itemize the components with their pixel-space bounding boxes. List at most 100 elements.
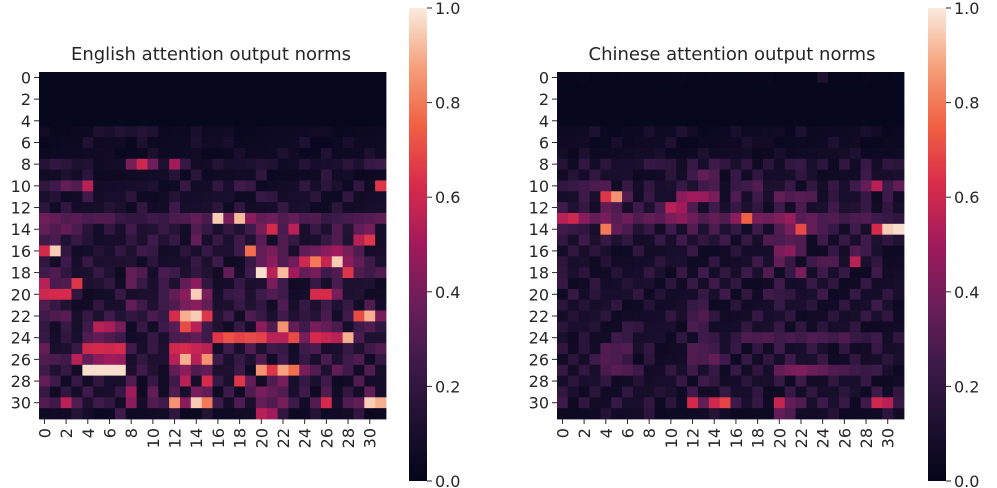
chinese-cell-r19-c13 (697, 278, 710, 290)
chinese-cell-r21-c28 (860, 299, 872, 311)
chinese-cell-r27-c30 (882, 364, 894, 377)
chinese-cell-r9-c13 (697, 169, 710, 181)
chinese-cell-r18-c16 (730, 267, 742, 279)
chinese-cell-r14-c19 (763, 223, 775, 236)
english-cell-r22-c31 (375, 310, 387, 322)
chinese-cell-r30-c16 (730, 397, 742, 409)
chinese-cell-r31-c12 (687, 408, 699, 420)
chinese-x-tick-label: 16 (727, 428, 746, 448)
chinese-cell-r26-c15 (719, 353, 731, 366)
english-cell-r1-c13 (179, 82, 192, 95)
english-cell-r25-c3 (71, 343, 83, 355)
english-cell-r26-c3 (71, 353, 83, 366)
english-cell-r0-c22 (277, 72, 289, 84)
chinese-cell-r26-c30 (882, 353, 894, 366)
english-cell-r5-c2 (60, 126, 72, 138)
english-cell-r14-c7 (114, 223, 127, 236)
english-cell-r10-c28 (342, 180, 354, 192)
english-cell-r19-c10 (147, 278, 159, 290)
chinese-cell-r4-c8 (643, 115, 655, 127)
chinese-cell-r6-c23 (806, 137, 818, 149)
english-x-tick-label: 24 (296, 428, 315, 448)
chinese-cell-r2-c13 (697, 93, 710, 105)
chinese-y-tick-label: 28 (529, 372, 549, 391)
english-y-tick-label: 26 (11, 350, 31, 369)
english-cell-r9-c11 (158, 169, 170, 181)
chinese-cell-r25-c0 (557, 343, 569, 355)
chinese-cell-r7-c27 (849, 147, 862, 160)
chinese-cell-r24-c7 (632, 332, 645, 344)
chinese-cell-r11-c3 (589, 191, 601, 203)
chinese-cell-r24-c17 (741, 332, 753, 344)
english-cell-r7-c23 (288, 147, 300, 160)
english-cell-r5-c6 (104, 126, 116, 138)
english-cell-r11-c22 (277, 191, 289, 203)
english-cell-r25-c10 (147, 343, 159, 355)
chinese-cell-r27-c4 (600, 364, 612, 377)
english-y-tick-label: 12 (11, 199, 31, 218)
chinese-cell-r26-c27 (849, 353, 862, 366)
english-cell-r23-c8 (125, 321, 137, 333)
english-cell-r29-c10 (147, 386, 159, 398)
english-cell-r8-c14 (190, 158, 203, 170)
english-colorbar-tick-label: 0.6 (435, 188, 460, 207)
chinese-cell-r26-c29 (871, 353, 883, 366)
english-cell-r14-c4 (82, 223, 94, 236)
chinese-cell-r28-c12 (687, 375, 699, 387)
chinese-cell-r18-c26 (838, 267, 851, 279)
english-cell-r18-c17 (223, 267, 235, 279)
english-cell-r13-c2 (60, 212, 72, 225)
chinese-cell-r31-c17 (741, 408, 753, 420)
english-cell-r23-c16 (212, 321, 224, 333)
english-cell-r24-c12 (169, 332, 181, 344)
chinese-cell-r17-c6 (622, 256, 634, 268)
chinese-cell-r4-c26 (838, 115, 851, 127)
chinese-cell-r10-c17 (741, 180, 753, 192)
chinese-cell-r23-c6 (622, 321, 634, 333)
english-cell-r25-c18 (234, 343, 246, 355)
chinese-cell-r6-c14 (708, 137, 721, 149)
english-cell-r30-c12 (169, 397, 181, 409)
chinese-cell-r4-c7 (632, 115, 645, 127)
english-cell-r0-c28 (342, 72, 354, 84)
chinese-cell-r7-c18 (752, 147, 764, 160)
english-cell-r11-c14 (190, 191, 203, 203)
english-cell-r28-c0 (39, 375, 51, 387)
chinese-cell-r17-c28 (860, 256, 872, 268)
english-cell-r31-c28 (342, 408, 354, 420)
english-cell-r8-c3 (71, 158, 83, 170)
chinese-cell-r3-c13 (697, 104, 710, 116)
chinese-cell-r12-c30 (882, 202, 894, 214)
english-cell-r8-c19 (245, 158, 257, 170)
english-heatmap-cells (39, 72, 387, 420)
english-cell-r19-c14 (190, 278, 203, 290)
chinese-cell-r11-c6 (622, 191, 634, 203)
english-cell-r22-c10 (147, 310, 159, 322)
english-cell-r20-c22 (277, 288, 289, 301)
chinese-cell-r16-c19 (763, 245, 775, 257)
english-cell-r29-c27 (331, 386, 344, 398)
chinese-cell-r0-c30 (882, 72, 894, 84)
english-cell-r4-c17 (223, 115, 235, 127)
chinese-cell-r0-c10 (665, 72, 677, 84)
english-cell-r27-c10 (147, 364, 159, 377)
chinese-cell-r15-c14 (708, 234, 721, 246)
chinese-cell-r7-c15 (719, 147, 731, 160)
chinese-cell-r2-c27 (849, 93, 862, 105)
english-cell-r6-c13 (179, 137, 192, 149)
english-cell-r21-c3 (71, 299, 83, 311)
chinese-cell-r10-c4 (600, 180, 612, 192)
english-cell-r15-c20 (255, 234, 268, 246)
chinese-cell-r5-c17 (741, 126, 753, 138)
chinese-cell-r13-c25 (828, 212, 840, 225)
chinese-cell-r17-c26 (838, 256, 851, 268)
chinese-cell-r1-c9 (654, 82, 666, 95)
english-cell-r23-c24 (299, 321, 311, 333)
english-cell-r6-c26 (320, 137, 333, 149)
chinese-cell-r14-c11 (676, 223, 688, 236)
english-cell-r18-c10 (147, 267, 159, 279)
chinese-colorbar: 0.00.20.40.60.81.0 (928, 0, 979, 488)
english-y-tick-label: 4 (21, 112, 31, 131)
chinese-cell-r27-c27 (849, 364, 862, 377)
english-cell-r6-c21 (266, 137, 278, 149)
